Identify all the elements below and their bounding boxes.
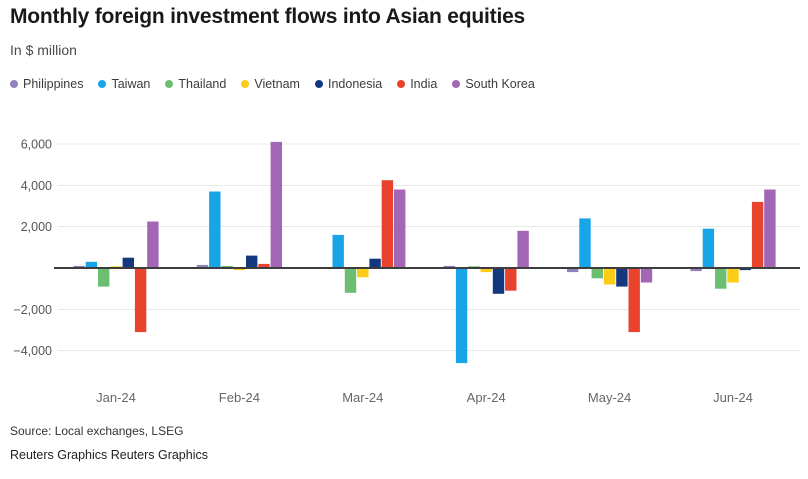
- legend-dot-philippines: [10, 80, 18, 88]
- bar-vietnam-apr-24: [480, 268, 492, 273]
- bar-india-may-24: [628, 268, 640, 333]
- legend-item-south-korea: South Korea: [452, 77, 535, 91]
- legend-label: South Korea: [465, 77, 535, 91]
- y-tick-label--4000: −4,000: [13, 344, 52, 358]
- bar-taiwan-jan-24: [85, 261, 98, 268]
- legend-label: Vietnam: [254, 77, 300, 91]
- bar-thailand-mar-24: [344, 268, 357, 293]
- bar-india-jun-24: [751, 201, 764, 268]
- bar-south-korea-jun-24: [764, 189, 776, 268]
- y-tick-label-6000: 6,000: [21, 138, 52, 152]
- bar-vietnam-may-24: [603, 268, 616, 285]
- legend-label: Thailand: [178, 77, 227, 91]
- bar-india-apr-24: [505, 268, 517, 291]
- chart-subtitle: In $ million: [10, 42, 77, 58]
- legend-dot-thailand: [165, 80, 174, 88]
- bar-taiwan-may-24: [579, 218, 591, 268]
- bar-indonesia-jan-24: [122, 257, 134, 268]
- bar-vietnam-mar-24: [357, 268, 369, 278]
- bar-taiwan-feb-24: [209, 191, 221, 268]
- x-tick-label-mar-24: Mar-24: [342, 390, 383, 405]
- x-tick-label-apr-24: Apr-24: [467, 390, 506, 405]
- x-tick-label-jun-24: Jun-24: [713, 390, 753, 405]
- bar-india-jan-24: [134, 268, 147, 333]
- bar-thailand-jan-24: [98, 268, 110, 287]
- bar-south-korea-may-24: [640, 268, 653, 283]
- bar-philippines-feb-24: [196, 264, 209, 268]
- chart-legend: Philippines Taiwan Thailand Vietnam Indonesi…: [10, 77, 535, 91]
- bar-south-korea-apr-24: [517, 230, 529, 268]
- bar-south-korea-feb-24: [270, 141, 282, 268]
- bar-vietnam-jun-24: [727, 268, 739, 283]
- bar-thailand-may-24: [591, 268, 603, 279]
- x-tick-label-feb-24: Feb-24: [219, 390, 260, 405]
- bar-south-korea-mar-24: [394, 189, 406, 268]
- bar-philippines-jan-24: [73, 265, 85, 268]
- legend-label: Indonesia: [327, 77, 383, 91]
- x-tick-label-may-24: May-24: [588, 390, 631, 405]
- bar-taiwan-mar-24: [332, 234, 344, 268]
- bar-chart: 6,000 4,000 2,000 −2,000 −4,000 Jan-24 Feb-24 M…: [13, 138, 800, 405]
- x-tick-label-jan-24: Jan-24: [96, 390, 136, 405]
- source-note: Source: Local exchanges, LSEG: [10, 424, 184, 438]
- legend-dot-vietnam: [241, 80, 250, 88]
- legend-item-taiwan: Taiwan: [98, 77, 150, 91]
- bar-indonesia-apr-24: [492, 268, 505, 294]
- bar-indonesia-feb-24: [246, 255, 258, 268]
- bar-indonesia-mar-24: [369, 258, 381, 268]
- legend-item-india: India: [397, 77, 437, 91]
- bar-taiwan-apr-24: [455, 268, 468, 364]
- y-tick-label-2000: 2,000: [21, 220, 52, 234]
- credit-line: Reuters Graphics Reuters Graphics: [10, 448, 208, 462]
- legend-label: India: [410, 77, 438, 91]
- legend-label: Taiwan: [111, 77, 151, 91]
- legend-item-vietnam: Vietnam: [241, 77, 300, 91]
- legend-dot-india: [397, 80, 406, 88]
- bar-indonesia-may-24: [616, 268, 628, 287]
- chart-title: Monthly foreign investment flows into As…: [10, 5, 526, 28]
- legend-dot-south-korea: [452, 80, 461, 88]
- legend-item-philippines: Philippines: [10, 77, 83, 91]
- y-tick-label-4000: 4,000: [21, 179, 52, 193]
- bar-thailand-feb-24: [221, 265, 233, 268]
- bar-philippines-apr-24: [443, 265, 455, 268]
- legend-dot-indonesia: [314, 80, 323, 88]
- legend-item-thailand: Thailand: [165, 77, 226, 91]
- legend-dot-taiwan: [98, 80, 107, 88]
- legend-item-indonesia: Indonesia: [314, 77, 383, 91]
- y-tick-label--2000: −2,000: [13, 303, 52, 317]
- bar-philippines-may-24: [567, 268, 579, 273]
- bar-south-korea-jan-24: [147, 221, 159, 268]
- legend-label: Philippines: [23, 77, 84, 91]
- bar-vietnam-feb-24: [233, 268, 246, 271]
- bar-philippines-jun-24: [690, 268, 702, 272]
- bar-indonesia-jun-24: [739, 268, 751, 271]
- bar-india-feb-24: [258, 263, 270, 268]
- bar-india-mar-24: [381, 180, 394, 268]
- bar-taiwan-jun-24: [702, 228, 715, 268]
- bar-thailand-jun-24: [715, 268, 727, 289]
